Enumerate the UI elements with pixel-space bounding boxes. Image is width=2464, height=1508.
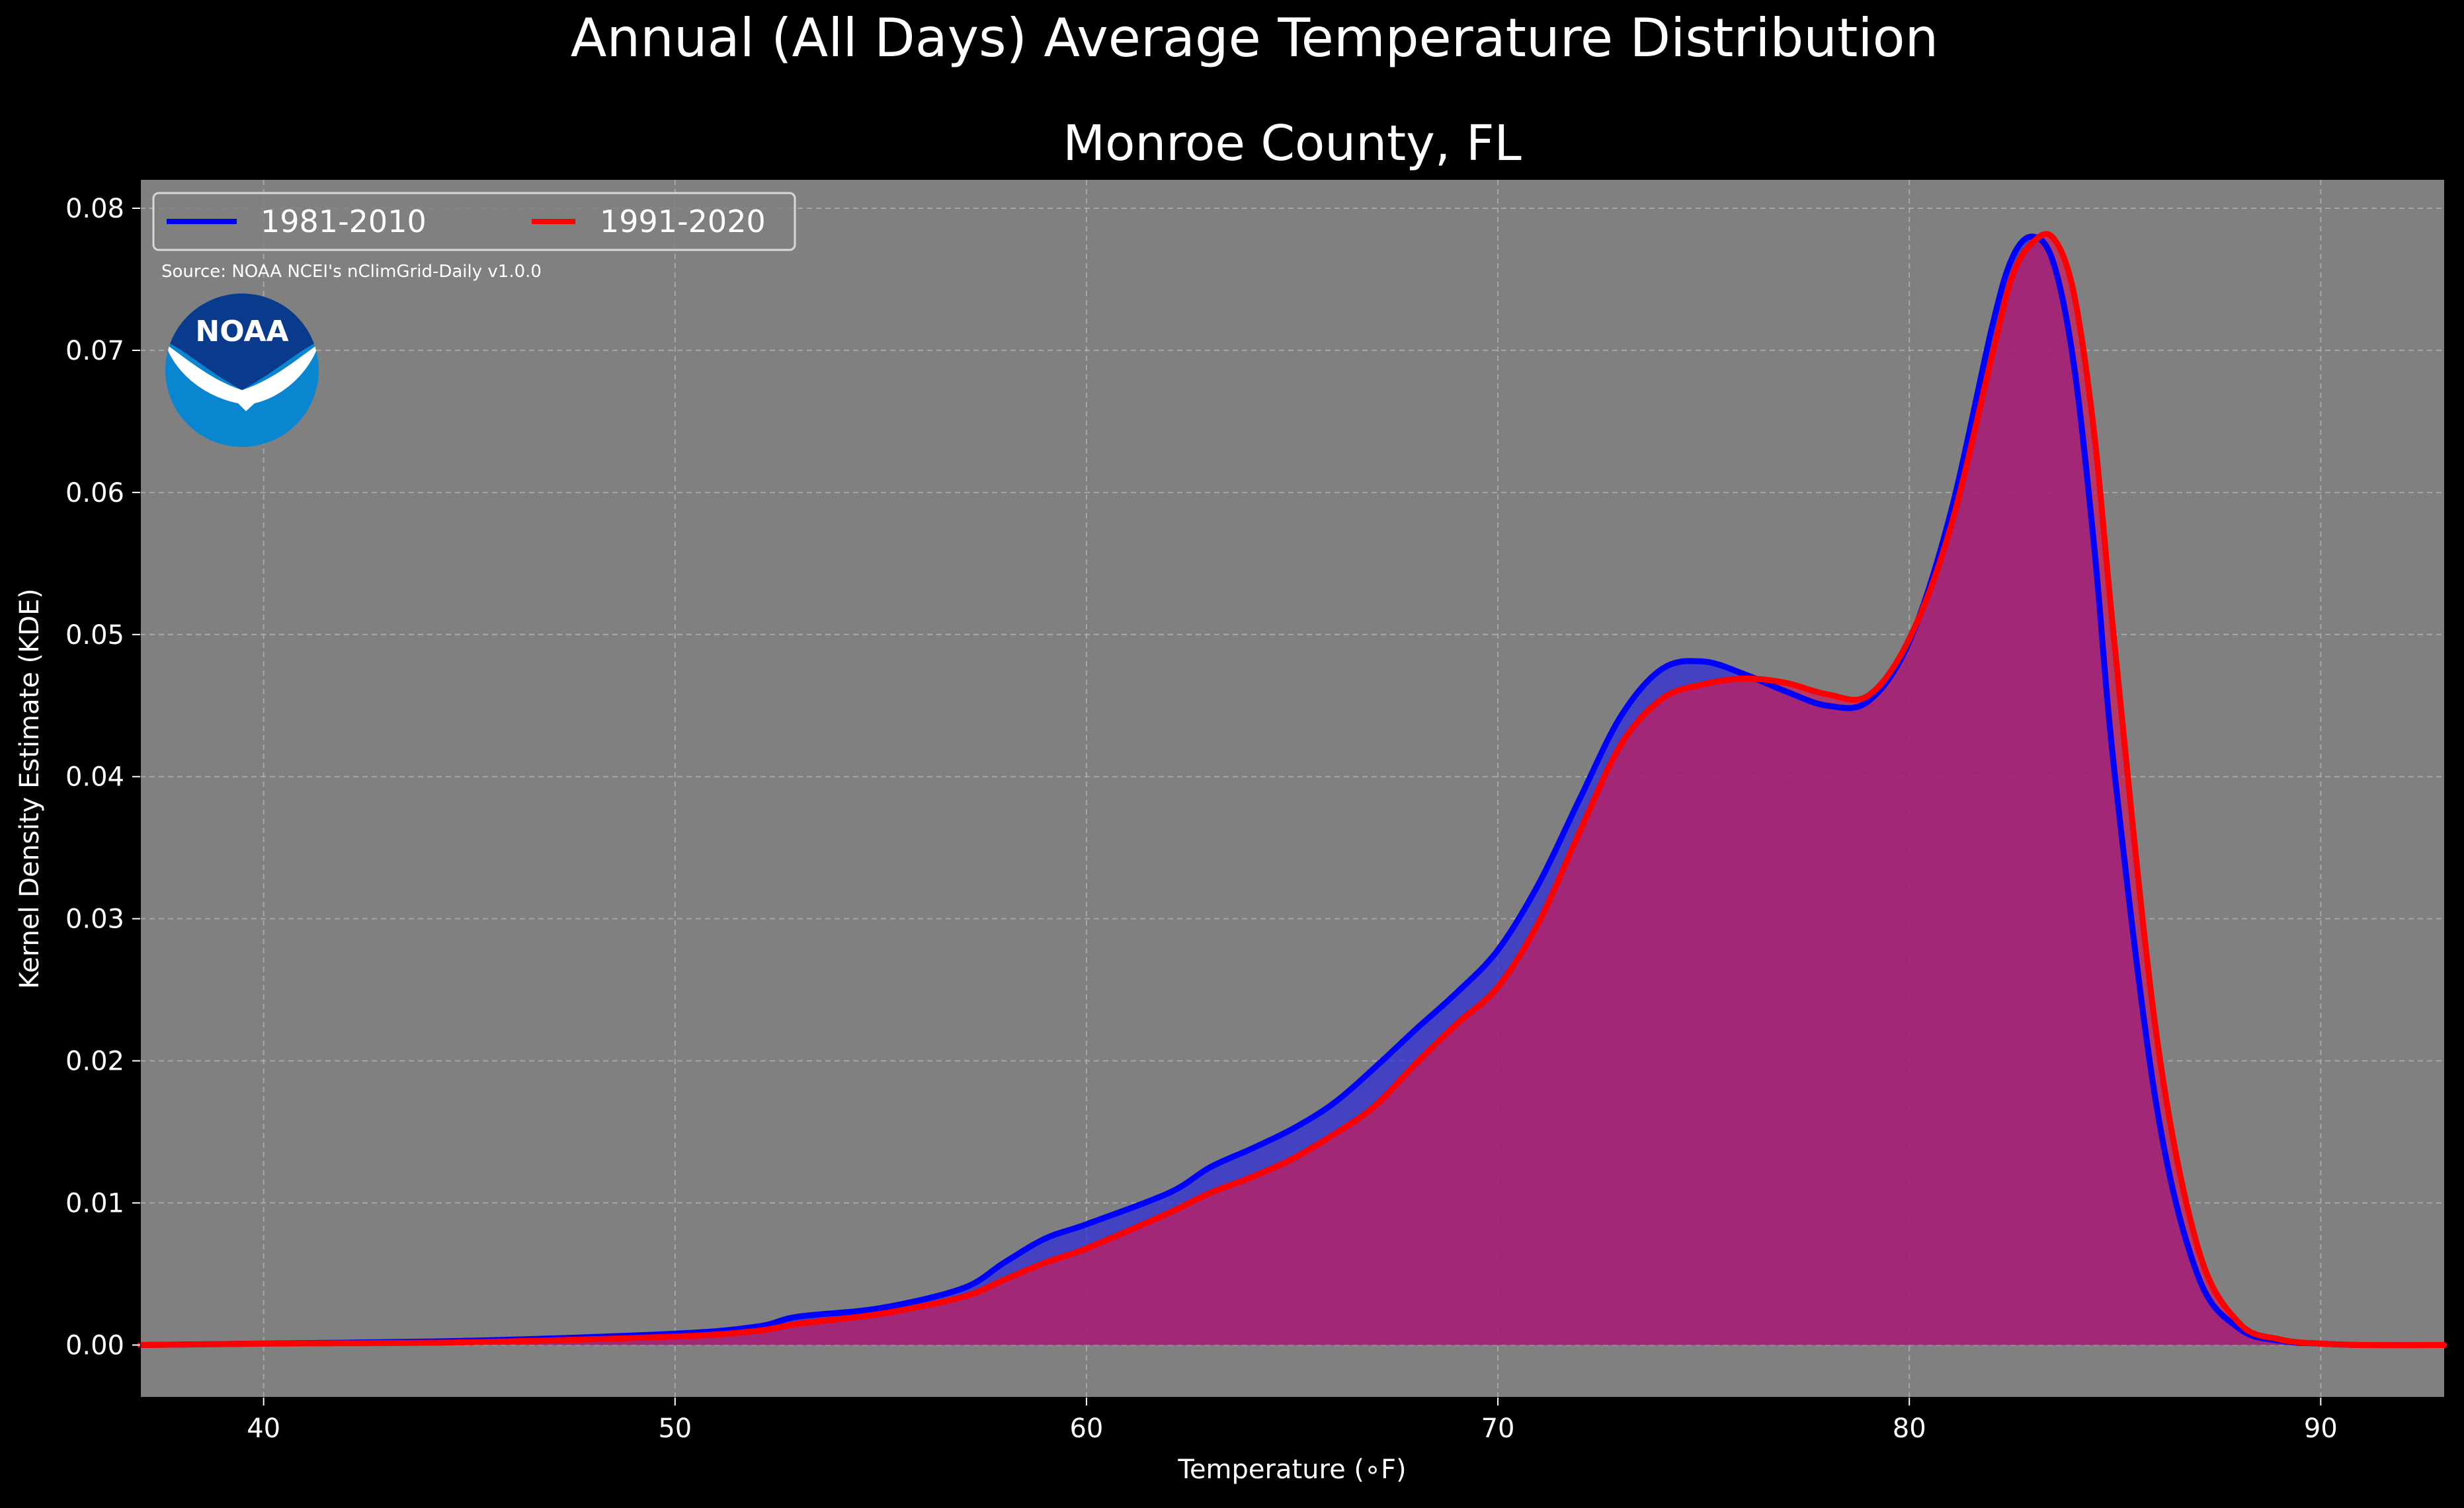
y-axis-label: Kernel Density Estimate (KDE): [15, 588, 45, 989]
y-tick-label-3: 0.03: [65, 904, 124, 935]
noaa-logo-gull: [165, 344, 319, 411]
y-tick-label-6: 0.06: [65, 478, 124, 508]
legend: 1981-2010 1991-2020: [152, 192, 796, 251]
noaa-logo-upper-field: [165, 294, 319, 390]
y-tick-label-5: 0.05: [65, 620, 124, 651]
y-tick-label-0: 0.00: [65, 1330, 124, 1361]
line-layer: [137, 231, 2447, 1349]
series-line-1981-2010: [137, 233, 2447, 1349]
y-tick-label-4: 0.04: [65, 762, 124, 793]
legend-box: [152, 192, 796, 251]
y-tick-label-8: 0.08: [65, 194, 124, 224]
x-tick-label-40: 40: [247, 1413, 280, 1444]
x-axis: 40 50 60 70 80 90: [247, 1398, 2338, 1444]
y-tick-label-1: 0.01: [65, 1189, 124, 1219]
y-tick-label-7: 0.07: [65, 336, 124, 366]
fill-layer: [140, 233, 2444, 1345]
y-tick-label-2: 0.02: [65, 1047, 124, 1077]
y-axis: 0.00 0.01 0.02 0.03 0.04 0.05 0.06 0.07 0.08: [65, 194, 140, 1361]
noaa-logo-text: NOAA: [195, 315, 288, 348]
x-tick-label-90: 90: [2304, 1413, 2338, 1444]
x-axis-label: Temperature (∘F): [1177, 1454, 1406, 1485]
x-tick-label-70: 70: [1481, 1413, 1515, 1444]
x-tick-label-60: 60: [1069, 1413, 1103, 1444]
x-tick-label-80: 80: [1893, 1413, 1926, 1444]
x-tick-label-50: 50: [658, 1413, 692, 1444]
noaa-logo-icon: NOAA: [165, 294, 319, 447]
area-1991-2020: [140, 233, 2444, 1345]
chart-title: Monroe County, FL: [1063, 115, 1522, 172]
legend-label-1981-2010: 1981-2010: [261, 204, 427, 239]
legend-label-1991-2020: 1991-2020: [600, 204, 766, 239]
series-line-1991-2020: [137, 231, 2447, 1349]
source-note: Source: NOAA NCEI's nClimGrid-Daily v1.0…: [161, 262, 542, 282]
figure-suptitle: Annual (All Days) Average Temperature Di…: [571, 7, 1938, 69]
